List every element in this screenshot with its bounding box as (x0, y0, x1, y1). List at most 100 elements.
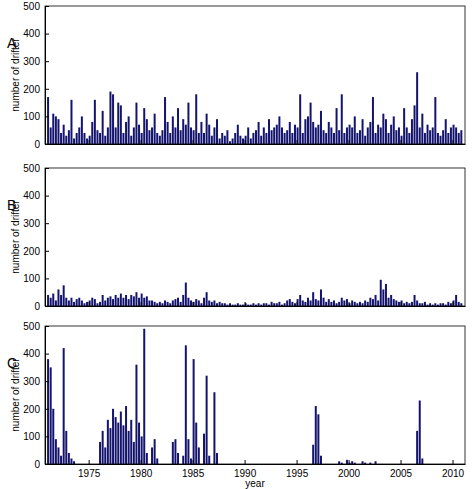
y-tick-label: 100 (23, 431, 40, 442)
bar (60, 133, 62, 144)
bar (297, 127, 299, 144)
bar (354, 116, 356, 144)
bar (302, 133, 304, 144)
bar (351, 127, 353, 144)
bar (359, 130, 361, 144)
bar (120, 412, 122, 464)
bar (128, 431, 130, 464)
bar (47, 295, 49, 306)
x-tick-label: 1980 (130, 468, 153, 479)
bar (268, 119, 270, 144)
y-tick: 300 (23, 376, 49, 387)
bar (190, 300, 192, 306)
bar (208, 456, 210, 464)
bar (351, 461, 353, 464)
x-axis-title: year (245, 478, 265, 489)
bar (190, 127, 192, 144)
bar (120, 294, 122, 306)
y-axis-title: number of drifter (10, 38, 21, 112)
bar (273, 303, 275, 306)
x-tick-mark (89, 460, 90, 464)
y-axis: 0100200300400500 (23, 163, 49, 312)
bar (310, 103, 312, 144)
x-tick (297, 140, 298, 144)
bar (447, 302, 449, 306)
bar (289, 122, 291, 144)
bar (104, 300, 106, 306)
bar (89, 300, 91, 306)
bar (57, 289, 59, 306)
bar (156, 303, 158, 306)
x-tick (297, 302, 298, 306)
bar (47, 359, 49, 464)
bar (312, 445, 314, 464)
bar (377, 125, 379, 144)
bar (47, 97, 49, 144)
bar (154, 302, 156, 306)
bar (89, 136, 91, 144)
x-tick-label: 1995 (286, 468, 309, 479)
y-tick-label: 300 (23, 218, 40, 229)
bar (213, 392, 215, 464)
bar (109, 92, 111, 144)
bar (55, 439, 57, 464)
bar (323, 298, 325, 306)
y-tick-mark (45, 251, 49, 252)
bar (315, 127, 317, 144)
bar (185, 125, 187, 144)
y-tick-mark (45, 326, 49, 327)
bar (164, 97, 166, 144)
bar (460, 130, 462, 144)
y-tick-mark (45, 116, 49, 117)
y-tick-label: 0 (34, 139, 40, 150)
y-axis-title: number of drifter (10, 358, 21, 432)
bar (252, 133, 254, 144)
figure: 0100200300400500Anumber of drifter010020… (0, 0, 472, 489)
bar (50, 298, 52, 306)
bar (143, 329, 145, 464)
bar (247, 127, 249, 144)
bar (180, 130, 182, 144)
bar (174, 299, 176, 306)
bar (203, 133, 205, 144)
bar (78, 127, 80, 144)
bar (276, 303, 278, 306)
y-tick-label: 400 (23, 28, 40, 39)
bar (445, 119, 447, 144)
bar (206, 114, 208, 144)
bar (99, 302, 101, 306)
y-tick-label: 300 (23, 56, 40, 67)
y-tick-mark (45, 61, 49, 62)
bar (161, 130, 163, 144)
x-tick (193, 302, 194, 306)
bar (91, 122, 93, 144)
bar (221, 303, 223, 306)
bar (424, 302, 426, 306)
x-tick: 1980 (130, 460, 153, 479)
y-tick-label: 100 (23, 273, 40, 284)
bar (109, 296, 111, 306)
y-axis: 0100200300400500 (23, 1, 49, 150)
bar (281, 127, 283, 144)
x-tick: 2005 (390, 460, 413, 479)
bar (320, 289, 322, 306)
bar (328, 122, 330, 144)
bar (112, 94, 114, 144)
bar (81, 116, 83, 144)
bar (245, 136, 247, 144)
x-tick-mark (89, 302, 90, 306)
bar (297, 299, 299, 306)
bar (343, 300, 345, 306)
bar (151, 447, 153, 464)
bar (434, 97, 436, 144)
bar (414, 295, 416, 306)
x-tick-label: 2010 (442, 468, 465, 479)
bar (122, 298, 124, 306)
bar (229, 141, 231, 144)
frame (45, 6, 465, 144)
bar (115, 127, 117, 144)
bar (216, 119, 218, 144)
bar (317, 414, 319, 464)
x-tick-mark (401, 460, 402, 464)
bar (141, 436, 143, 464)
